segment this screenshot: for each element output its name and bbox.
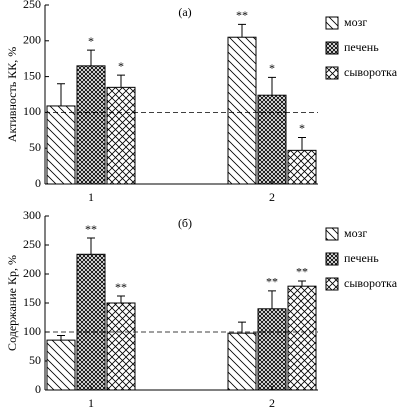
significance-label: **	[266, 275, 278, 289]
significance-label: *	[269, 61, 275, 75]
legend-swatch	[325, 66, 339, 80]
legend-swatch	[325, 41, 339, 55]
x-tick-label: 1	[88, 396, 94, 410]
bar	[227, 36, 257, 185]
y-tick-label: 0	[35, 382, 41, 396]
y-tick-label: 0	[35, 176, 41, 190]
error-bar	[268, 290, 276, 309]
x-tick-label: 2	[269, 396, 275, 410]
bar	[287, 285, 317, 391]
bar	[257, 94, 287, 185]
error-bar	[57, 334, 65, 341]
legend-label: сыворотка	[344, 65, 398, 79]
legend-swatch	[325, 227, 339, 241]
legend-label: печень	[344, 40, 379, 54]
error-bar	[298, 136, 306, 151]
panel-label: (б)	[178, 216, 192, 230]
y-axis-label: Содержание Кр, %	[5, 255, 19, 351]
error-bar	[117, 74, 125, 88]
panel-label: (а)	[178, 5, 191, 19]
bar	[106, 86, 136, 185]
significance-label: **	[236, 8, 248, 22]
y-tick-label: 200	[23, 266, 41, 280]
error-bar	[57, 83, 65, 106]
bar	[76, 253, 106, 391]
y-tick-label: 50	[29, 140, 41, 154]
y-tick-label: 250	[23, 237, 41, 251]
y-tick-label: 100	[23, 324, 41, 338]
significance-label: *	[118, 59, 124, 73]
y-axis-label: Активность КК, %	[5, 47, 19, 142]
y-tick-label: 250	[23, 0, 41, 11]
y-tick-label: 100	[23, 104, 41, 118]
bar	[106, 302, 136, 391]
bar	[46, 339, 76, 391]
error-bar	[238, 321, 246, 334]
error-bar	[268, 76, 276, 96]
significance-label: **	[85, 222, 97, 236]
error-bar	[87, 237, 95, 255]
legend-label: мозг	[344, 15, 367, 29]
y-tick-label: 150	[23, 68, 41, 82]
bar	[76, 65, 106, 185]
significance-label: *	[88, 34, 94, 48]
legend-swatch	[325, 252, 339, 266]
y-tick-label: 200	[23, 33, 41, 47]
x-tick-label: 1	[88, 190, 94, 204]
bar	[227, 332, 257, 391]
y-tick-label: 150	[23, 295, 41, 309]
y-tick-label: 50	[29, 353, 41, 367]
y-tick-label: 300	[23, 208, 41, 222]
error-bar	[238, 23, 246, 38]
legend-label: сыворотка	[344, 276, 398, 290]
legend-label: мозг	[344, 226, 367, 240]
bar	[287, 149, 317, 185]
significance-label: *	[299, 121, 305, 135]
legend-swatch	[325, 16, 339, 30]
significance-label: **	[115, 280, 127, 294]
error-bar	[87, 49, 95, 66]
error-bar	[298, 280, 306, 287]
x-tick-label: 2	[269, 190, 275, 204]
significance-label: **	[296, 265, 308, 279]
bar	[46, 105, 76, 185]
error-bar	[117, 295, 125, 303]
legend-swatch	[325, 277, 339, 291]
legend-label: печень	[344, 251, 379, 265]
bar	[257, 308, 287, 391]
